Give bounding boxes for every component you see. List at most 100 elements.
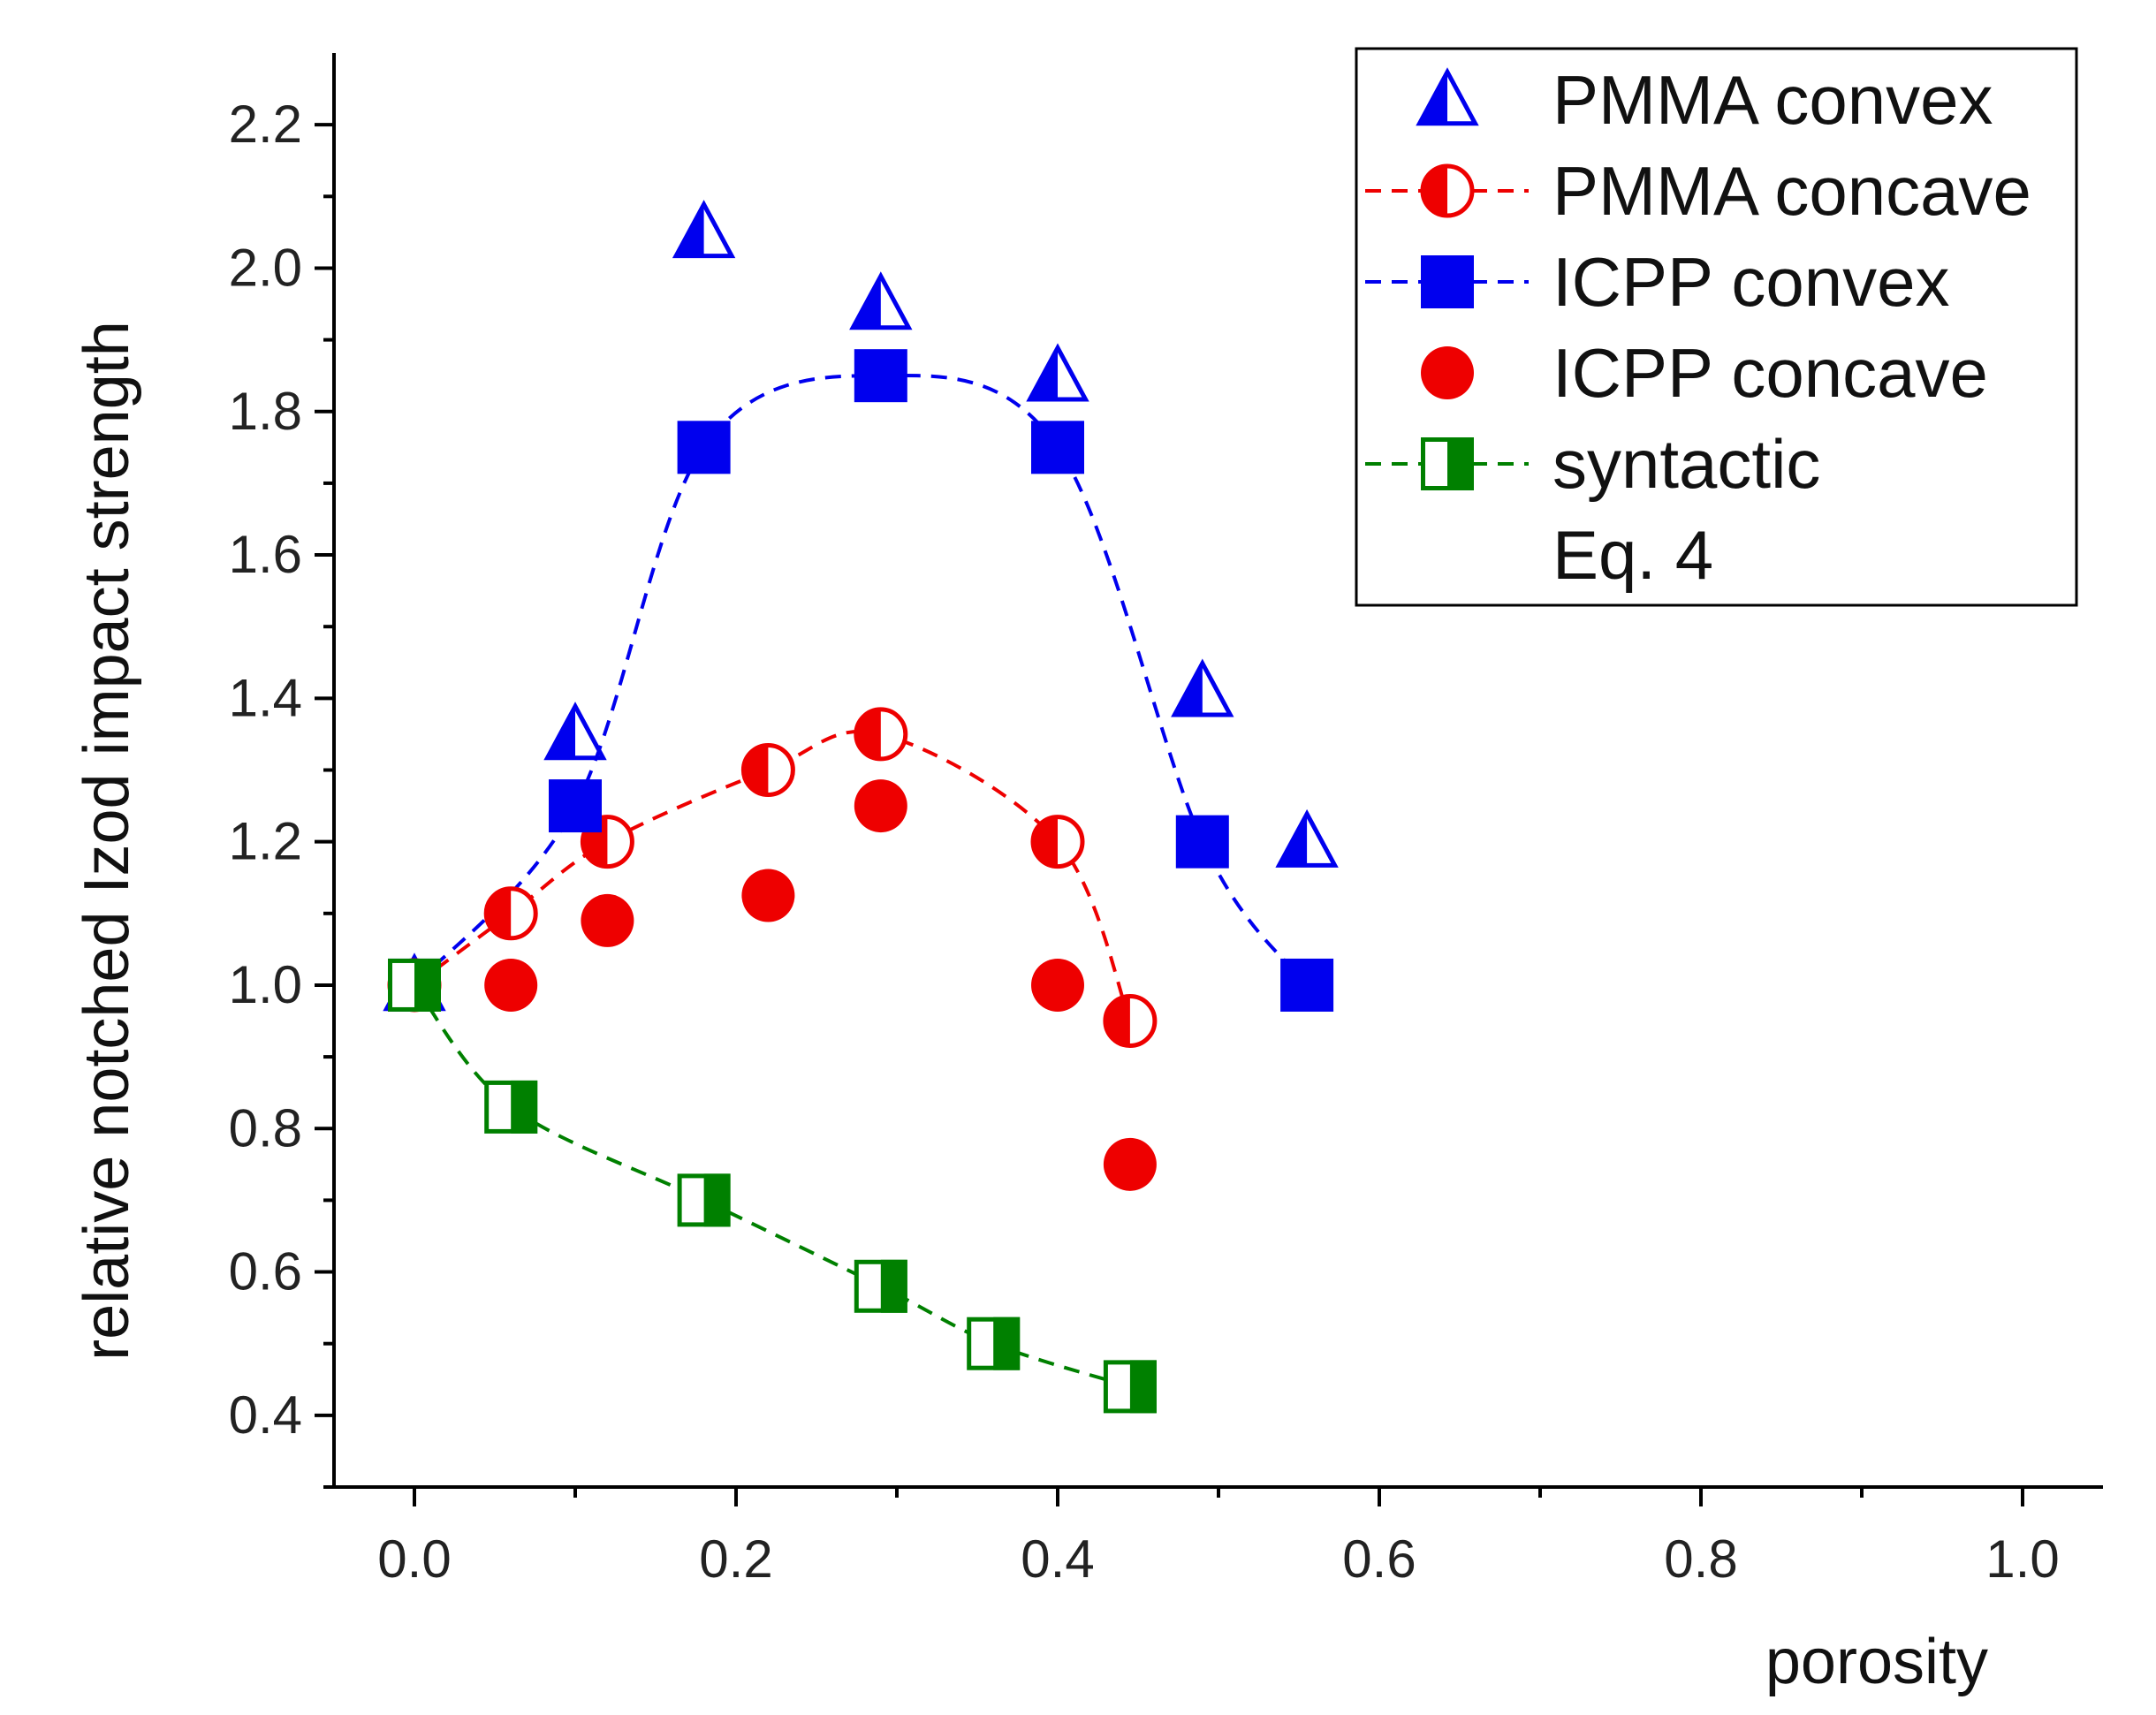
marker-shape — [1103, 1137, 1157, 1191]
legend: PMMA convex PMMA concave ICPP convex ICPP c… — [1355, 47, 2078, 607]
y-tick-label: 2.2 — [229, 95, 302, 154]
legend-marker — [1421, 437, 1474, 490]
x-tick-label: 0.0 — [377, 1529, 451, 1589]
point-pmma-concave — [483, 886, 538, 941]
marker-shape — [1280, 958, 1334, 1012]
point-pmma-convex — [672, 200, 736, 259]
point-icpp-convex — [1031, 421, 1084, 474]
point-icpp-convex — [854, 349, 907, 403]
marker-shape — [854, 779, 907, 833]
point-syntactic — [967, 1317, 1021, 1370]
y-tick-label: 2.0 — [229, 238, 302, 297]
data-points — [383, 200, 1339, 1414]
point-syntactic — [677, 1173, 731, 1227]
marker-fill — [511, 1080, 538, 1134]
marker-fill — [486, 888, 512, 938]
marker-shape — [677, 421, 731, 474]
y-tick-label: 1.4 — [229, 668, 302, 727]
fit-line-syntactic — [413, 983, 1131, 1389]
fit-lines — [413, 374, 1309, 1389]
marker-fill — [1447, 437, 1474, 490]
point-syntactic — [1103, 1360, 1157, 1414]
y-tick-label: 1.8 — [229, 382, 302, 441]
x-tick-label: 0.4 — [1021, 1529, 1094, 1589]
point-icpp-concave — [854, 779, 907, 833]
y-tick-label: 1.6 — [229, 525, 302, 584]
marker-outline — [1416, 67, 1479, 126]
y-axis-title: relative notched Izod impact strength — [72, 321, 142, 1361]
legend-label: ICPP concave — [1552, 334, 1988, 412]
legend-label: Eq. 4 — [1552, 516, 1713, 594]
y-tick-label: 0.4 — [229, 1385, 302, 1445]
point-pmma-concave — [854, 707, 908, 762]
point-icpp-convex — [1280, 958, 1334, 1012]
legend-item-icpp-concave: ICPP concave — [1421, 334, 1988, 412]
point-icpp-concave — [741, 869, 795, 922]
point-pmma-convex — [1275, 808, 1339, 868]
point-syntactic — [854, 1259, 907, 1313]
axes: 0.4 0.6 0.8 1.0 1.2 1.4 1.6 1.8 2.0 2.2 0.0 0.2 0.4 0… — [229, 53, 2103, 1589]
legend-item-eq-4: Eq. 4 — [1552, 516, 1713, 594]
marker-outline — [849, 271, 913, 330]
marker-fill — [743, 745, 769, 795]
marker-shape — [854, 349, 907, 403]
marker-fill — [1129, 1360, 1157, 1414]
legend-marker — [1420, 163, 1475, 218]
legend-item-syntactic: syntactic — [1365, 425, 1820, 503]
legend-item-icpp-convex: ICPP convex — [1365, 243, 1949, 321]
legend-label: ICPP convex — [1552, 243, 1949, 321]
point-icpp-concave — [484, 958, 538, 1012]
marker-outline — [672, 200, 736, 259]
point-syntactic — [484, 1080, 538, 1134]
marker-fill — [880, 1259, 907, 1313]
point-icpp-convex — [1175, 815, 1229, 869]
marker-shape — [581, 893, 634, 947]
legend-item-pmma-convex: PMMA convex — [1416, 61, 1993, 139]
point-pmma-concave — [740, 743, 795, 797]
marker-shape — [549, 779, 602, 833]
marker-fill — [414, 958, 441, 1012]
x-tick-label: 1.0 — [1985, 1529, 2059, 1589]
marker-outline — [1171, 658, 1234, 717]
marker-fill — [703, 1173, 731, 1227]
legend-marker — [1416, 67, 1479, 126]
point-pmma-concave — [1103, 994, 1158, 1049]
marker-fill — [1105, 996, 1130, 1046]
y-tick-label: 0.8 — [229, 1098, 302, 1157]
marker-shape — [1175, 815, 1229, 869]
marker-fill — [1423, 166, 1447, 216]
y-tick-label: 1.0 — [229, 955, 302, 1014]
point-icpp-concave — [581, 893, 634, 947]
point-icpp-concave — [1103, 1137, 1157, 1191]
y-tick-label: 0.6 — [229, 1242, 302, 1301]
marker-fill — [993, 1317, 1021, 1370]
legend-marker — [1421, 255, 1474, 308]
legend-item-pmma-concave: PMMA concave — [1365, 152, 2031, 230]
point-pmma-convex — [849, 271, 913, 330]
marker-shape — [1421, 255, 1474, 308]
legend-label: syntactic — [1552, 425, 1820, 503]
y-tick-label: 1.2 — [229, 812, 302, 871]
point-icpp-convex — [677, 421, 731, 474]
legend-marker — [1421, 346, 1474, 399]
marker-fill — [1033, 816, 1058, 867]
marker-shape — [1421, 346, 1474, 399]
x-tick-label: 0.8 — [1664, 1529, 1737, 1589]
point-pmma-convex — [1026, 343, 1089, 402]
legend-label: PMMA concave — [1552, 152, 2031, 230]
legend-box — [1355, 47, 2078, 607]
point-pmma-convex — [1171, 658, 1234, 717]
point-pmma-concave — [1030, 815, 1085, 869]
marker-shape — [1031, 421, 1084, 474]
x-axis-title: porosity — [1765, 1627, 1988, 1697]
marker-shape — [1031, 958, 1084, 1012]
legend-label: PMMA convex — [1552, 61, 1993, 139]
fit-line-icpp-convex — [413, 374, 1309, 987]
x-tick-label: 0.2 — [699, 1529, 772, 1589]
point-pmma-convex — [543, 702, 607, 761]
point-icpp-convex — [549, 779, 602, 833]
marker-fill — [855, 709, 881, 759]
marker-shape — [484, 958, 538, 1012]
point-syntactic — [388, 958, 441, 1012]
